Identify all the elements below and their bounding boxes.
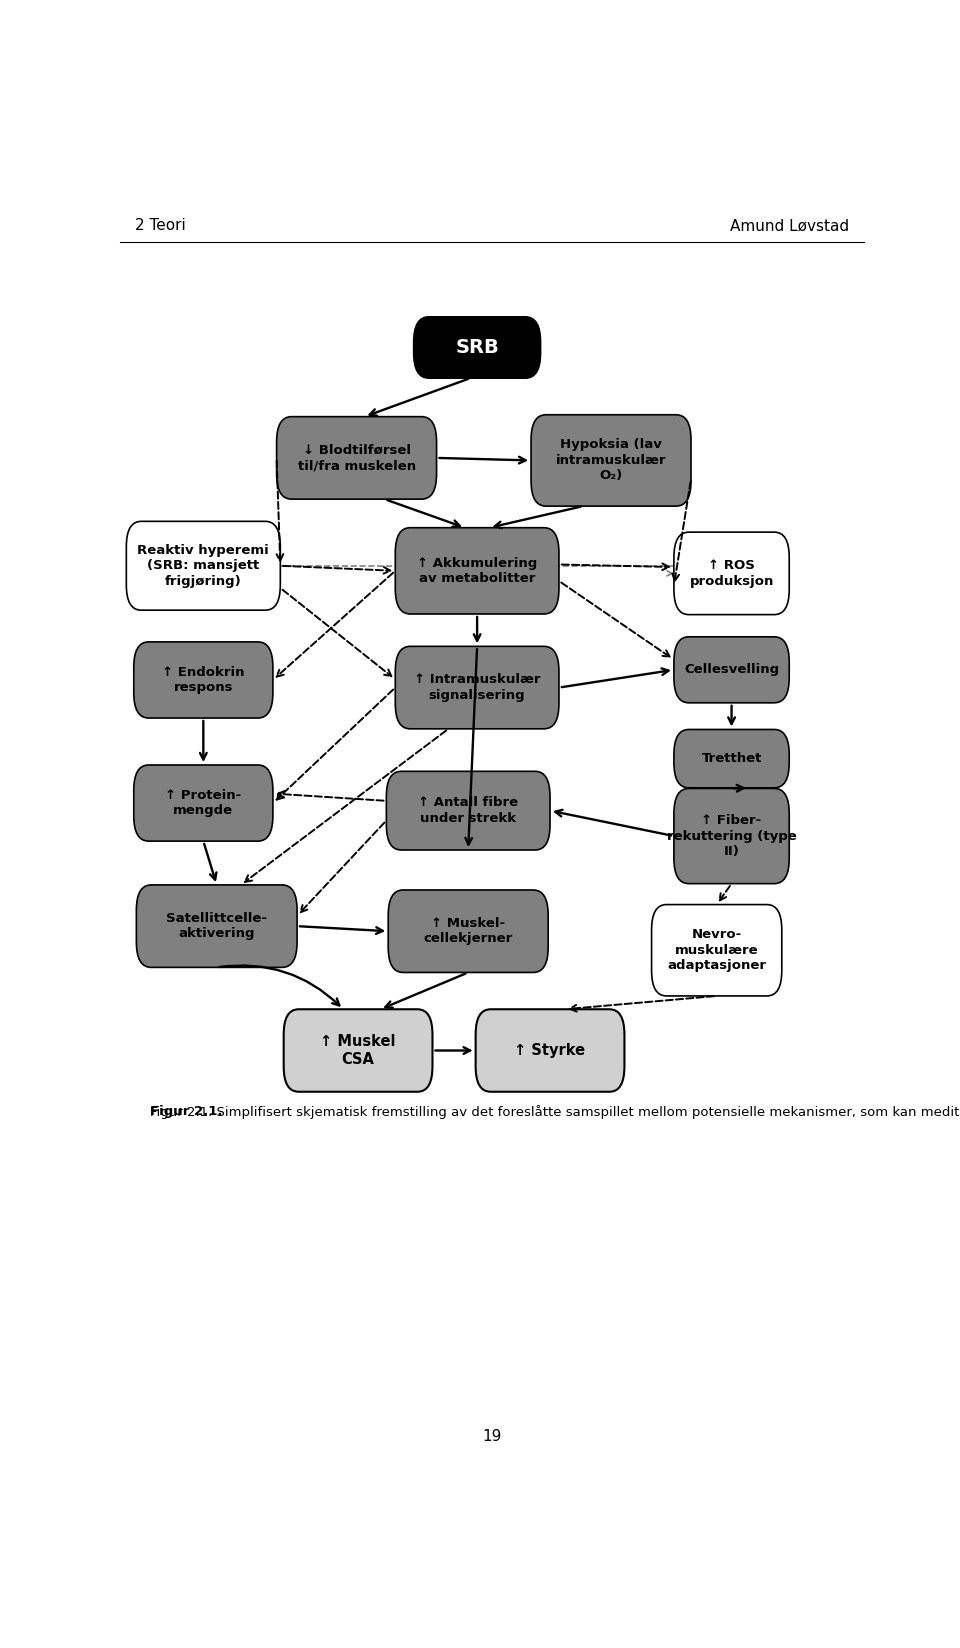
Text: ↑ Fiber-
rekuttering (type
II): ↑ Fiber- rekuttering (type II) [666,814,797,859]
FancyBboxPatch shape [284,1009,432,1091]
FancyBboxPatch shape [396,527,559,615]
FancyBboxPatch shape [674,532,789,615]
FancyBboxPatch shape [127,521,280,610]
FancyBboxPatch shape [674,636,789,702]
FancyBboxPatch shape [674,788,789,883]
Text: SRB: SRB [455,338,499,358]
FancyBboxPatch shape [133,643,273,719]
Text: Reaktiv hyperemi
(SRB: mansjett
frigjøring): Reaktiv hyperemi (SRB: mansjett frigjøri… [137,544,269,588]
Text: Figur 2.1. Simplifisert skjematisk fremstilling av det foreslåtte samspillet mel: Figur 2.1. Simplifisert skjematisk frems… [150,1106,960,1119]
FancyBboxPatch shape [674,730,789,788]
Text: ↑ Endokrin
respons: ↑ Endokrin respons [162,666,245,694]
Text: ↑ Muskel
CSA: ↑ Muskel CSA [321,1033,396,1066]
FancyBboxPatch shape [396,646,559,728]
Text: Tretthet: Tretthet [702,751,761,765]
Text: Figur 2.1.: Figur 2.1. [150,1106,223,1117]
FancyBboxPatch shape [386,771,550,850]
Text: ↑ Styrke: ↑ Styrke [515,1043,586,1058]
Text: ↑ Intramuskulær
signalisering: ↑ Intramuskulær signalisering [414,674,540,702]
FancyBboxPatch shape [276,417,437,499]
FancyBboxPatch shape [652,905,781,995]
FancyBboxPatch shape [388,890,548,972]
Text: ↑ Akkumulering
av metabolitter: ↑ Akkumulering av metabolitter [417,557,538,585]
FancyBboxPatch shape [414,316,540,377]
FancyBboxPatch shape [136,885,297,967]
FancyBboxPatch shape [531,415,691,506]
Text: Amund Løvstad: Amund Løvstad [730,218,849,234]
Text: 19: 19 [482,1429,502,1444]
Text: Cellesvelling: Cellesvelling [684,662,780,676]
Text: Satellittcelle-
aktivering: Satellittcelle- aktivering [166,911,267,941]
Text: 2 Teori: 2 Teori [134,218,185,234]
Text: ↑ Protein-
mengde: ↑ Protein- mengde [165,789,242,817]
FancyBboxPatch shape [133,765,273,840]
Text: Hypoksia (lav
intramuskulær
O₂): Hypoksia (lav intramuskulær O₂) [556,438,666,483]
Text: ↓ Blodtilførsel
til/fra muskelen: ↓ Blodtilførsel til/fra muskelen [298,443,416,471]
Text: ↑ Antall fibre
under strekk: ↑ Antall fibre under strekk [419,796,518,826]
Text: ↑ ROS
produksjon: ↑ ROS produksjon [689,559,774,588]
FancyBboxPatch shape [475,1009,624,1091]
Text: Nevro-
muskulære
adaptasjoner: Nevro- muskulære adaptasjoner [667,928,766,972]
Text: ↑ Muskel-
cellekjerner: ↑ Muskel- cellekjerner [423,916,513,946]
